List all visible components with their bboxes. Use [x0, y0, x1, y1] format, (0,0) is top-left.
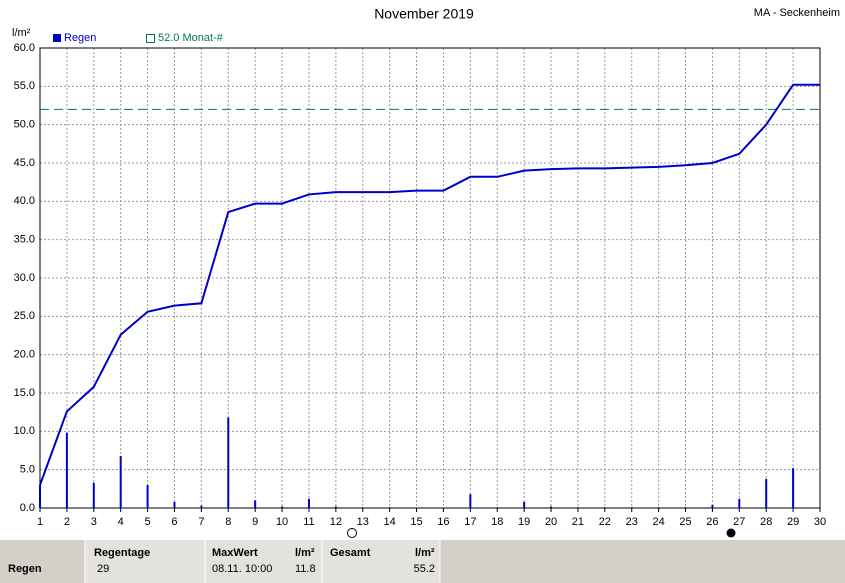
- bar: [307, 498, 310, 508]
- y-tick-label: 40.0: [14, 195, 35, 207]
- x-tick-label: 20: [545, 516, 557, 528]
- y-tick-label: 25.0: [14, 310, 35, 322]
- x-tick-label: 11: [303, 516, 314, 528]
- x-tick-label: 24: [652, 516, 664, 528]
- bar: [65, 432, 68, 508]
- legend-swatch: [146, 34, 155, 43]
- bar: [792, 468, 795, 508]
- bar: [146, 485, 149, 508]
- x-tick-label: 27: [733, 516, 745, 528]
- x-tick-label: 21: [572, 516, 584, 528]
- table-value: 11.8: [295, 563, 316, 575]
- bar: [361, 507, 364, 508]
- bar: [254, 500, 257, 508]
- x-tick-label: 28: [760, 516, 772, 528]
- y-tick-label: 45.0: [14, 157, 35, 169]
- bar: [388, 507, 391, 508]
- table-value: 08.11. 10:00: [212, 563, 272, 575]
- x-tick-label: 6: [171, 516, 177, 528]
- x-tick-label: 5: [145, 516, 151, 528]
- bar: [550, 506, 553, 508]
- table-header: Gesamt: [330, 547, 371, 559]
- table-value: 55.2: [414, 563, 435, 575]
- bar: [630, 507, 633, 508]
- y-tick-label: 15.0: [14, 387, 35, 399]
- x-tick-label: 4: [118, 516, 124, 528]
- x-tick-label: 9: [252, 516, 258, 528]
- x-tick-label: 3: [91, 516, 97, 528]
- x-tick-label: 13: [357, 516, 369, 528]
- bar: [496, 507, 499, 508]
- bar: [576, 507, 579, 508]
- bar: [39, 485, 41, 508]
- bar: [173, 501, 176, 508]
- table-value: 29: [97, 563, 109, 575]
- x-tick-label: 8: [225, 516, 231, 528]
- cumulative-line: [39, 83, 820, 486]
- x-tick-label: 18: [491, 516, 503, 528]
- bar: [92, 482, 95, 508]
- bar: [738, 498, 741, 508]
- plot-frame: [39, 47, 821, 509]
- x-tick-label: 29: [787, 516, 799, 528]
- table-header: l/m²: [415, 547, 435, 559]
- x-tick-label: 1: [37, 516, 43, 528]
- bar: [200, 505, 203, 508]
- y-tick-label: 55.0: [14, 80, 35, 92]
- x-tick-label: 7: [198, 516, 204, 528]
- x-tick-label: 30: [814, 516, 826, 528]
- y-tick-label: 20.0: [14, 349, 35, 361]
- bar: [227, 417, 230, 508]
- x-tick-label: 10: [276, 516, 288, 528]
- bar: [469, 494, 472, 508]
- bar: [765, 478, 768, 508]
- legend-label: Regen: [64, 32, 96, 44]
- x-tick-label: 25: [679, 516, 691, 528]
- moon-new: [726, 528, 736, 538]
- x-tick-label: 19: [518, 516, 530, 528]
- x-tick-label: 14: [384, 516, 396, 528]
- station: MA - Seckenheim: [754, 7, 840, 19]
- bar: [684, 507, 687, 508]
- table-header: l/m²: [295, 547, 315, 559]
- x-tick-label: 26: [706, 516, 718, 528]
- x-tick-label: 15: [410, 516, 422, 528]
- table-header: MaxWert: [212, 547, 258, 559]
- y-tick-label: 0.0: [20, 502, 35, 514]
- legend-swatch: [53, 34, 61, 42]
- x-tick-label: 16: [437, 516, 449, 528]
- x-tick-label: 22: [599, 516, 611, 528]
- y-tick-label: 50.0: [14, 119, 35, 131]
- bar: [523, 501, 526, 508]
- y-tick-label: 60.0: [14, 42, 35, 54]
- bar: [603, 507, 606, 508]
- table-row-label: Regen: [8, 563, 42, 575]
- chart-title: November 2019: [374, 6, 474, 22]
- x-tick-label: 17: [464, 516, 476, 528]
- moon-full: [347, 528, 357, 538]
- bar: [711, 504, 714, 508]
- y-tick-label: 10.0: [14, 425, 35, 437]
- bar: [657, 507, 660, 508]
- y-tick-label: 30.0: [14, 272, 35, 284]
- bar: [281, 506, 284, 508]
- y-tick-label: 5.0: [20, 464, 35, 476]
- bar: [119, 455, 122, 508]
- x-tick-label: 23: [626, 516, 638, 528]
- table-cells: [85, 540, 440, 583]
- x-tick-label: 2: [64, 516, 70, 528]
- legend-label: 52.0 Monat-#: [158, 32, 224, 44]
- x-tick-label: 12: [330, 516, 342, 528]
- table-header: Regentage: [94, 547, 150, 559]
- y-tick-label: 35.0: [14, 234, 35, 246]
- bar: [334, 506, 337, 508]
- y-axis-label: l/m²: [12, 27, 31, 39]
